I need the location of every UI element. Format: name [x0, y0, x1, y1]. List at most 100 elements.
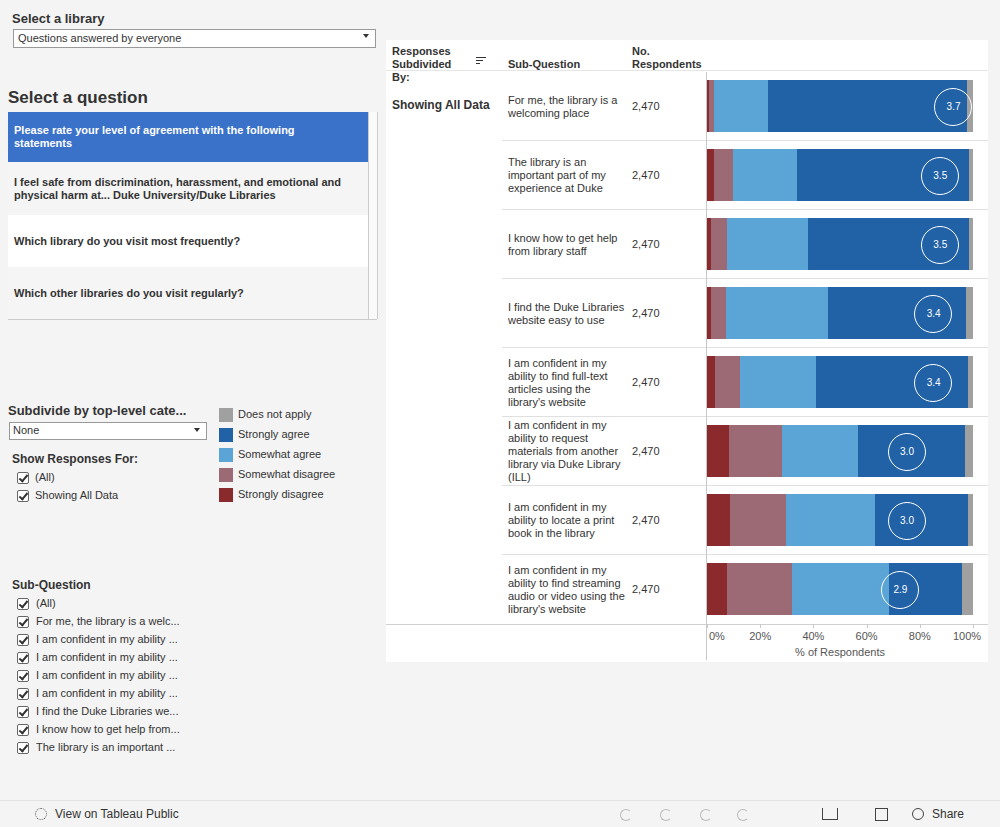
question-item[interactable]: Please rate your level of agreement with…: [8, 112, 368, 162]
checkbox[interactable]: [17, 616, 29, 628]
filter-item: The library is an important ...: [36, 741, 175, 753]
legend-swatch: [219, 488, 233, 502]
legend-label: Somewhat disagree: [238, 468, 335, 480]
question-text: Which other libraries do you visit regul…: [14, 267, 354, 319]
bar-segment: [782, 425, 857, 477]
checkbox[interactable]: [17, 490, 29, 502]
library-dropdown-text: Questions answered by everyone: [18, 32, 181, 44]
filter-item: Showing All Data: [35, 489, 118, 501]
tick-label: 100%: [953, 630, 981, 642]
subquestion-filter-label: Sub-Question: [12, 578, 91, 592]
checkbox[interactable]: [17, 598, 29, 610]
subdivide-dropdown[interactable]: None: [9, 422, 207, 440]
share-icon: [912, 808, 924, 820]
legend-swatch: [219, 428, 233, 442]
bar-segment: [969, 149, 973, 201]
bar-segment: [967, 80, 973, 132]
question-list: Please rate your level of agreement with…: [8, 112, 377, 320]
row-divider: [502, 554, 988, 555]
bar-segment: [707, 494, 730, 546]
row-group-label: Showing All Data: [392, 98, 490, 112]
checkbox[interactable]: [17, 472, 29, 484]
sort-line: [476, 63, 480, 64]
category-label: I am confident in my ability to find ful…: [508, 348, 626, 417]
toolbar-icon: [620, 809, 632, 821]
tick-mark: [707, 624, 708, 628]
category-label: I am confident in my ability to locate a…: [508, 486, 626, 555]
average-label: 3.7: [934, 101, 973, 112]
respondents-label: 2,470: [632, 445, 660, 457]
footer-share[interactable]: Share: [932, 807, 964, 821]
row-divider: [502, 278, 988, 279]
category-label: For me, the library is a welcoming place: [508, 72, 626, 141]
axis-divider: [386, 624, 988, 625]
bar-segment: [875, 494, 968, 546]
checkbox[interactable]: [17, 652, 29, 664]
legend-label: Strongly disagree: [238, 488, 324, 500]
tick-mark: [813, 624, 814, 628]
bar-segment: [707, 425, 729, 477]
bar-segment: [715, 356, 740, 408]
bar-segment: [707, 149, 714, 201]
checkbox[interactable]: [17, 706, 29, 718]
legend-label: Strongly agree: [238, 428, 310, 440]
row-divider: [502, 140, 988, 141]
category-label: I am confident in my ability to request …: [508, 417, 626, 486]
tick-mark: [760, 624, 761, 628]
row-divider: [502, 209, 988, 210]
sort-line: [476, 60, 483, 61]
fullscreen-icon: [875, 808, 888, 821]
tick-mark: [920, 624, 921, 628]
filter-item: (All): [36, 597, 56, 609]
category-label: I know how to get help from library staf…: [508, 210, 626, 279]
average-label: 2.9: [881, 584, 920, 595]
average-label: 3.5: [921, 239, 960, 250]
question-text: Please rate your level of agreement with…: [14, 112, 354, 162]
filter-item: I am confident in my ability ...: [36, 669, 178, 681]
bar-segment: [733, 149, 797, 201]
bar-segment: [707, 356, 715, 408]
checkbox[interactable]: [17, 724, 29, 736]
question-item[interactable]: Which library do you visit most frequent…: [8, 215, 368, 267]
average-label: 3.0: [888, 515, 927, 526]
checkbox[interactable]: [17, 634, 29, 646]
filter-item: I am confident in my ability ...: [36, 687, 178, 699]
bar-segment: [968, 356, 973, 408]
row-divider: [502, 347, 988, 348]
legend-swatch: [219, 468, 233, 482]
question-item[interactable]: I feel safe from discrimination, harassm…: [8, 162, 368, 215]
select-question-label: Select a question: [8, 88, 148, 108]
footer-link[interactable]: View on Tableau Public: [55, 807, 179, 821]
bar-segment: [714, 149, 733, 201]
tick-mark: [867, 624, 868, 628]
footer: View on Tableau Public Share: [0, 800, 1000, 827]
bar-segment: [730, 494, 786, 546]
scrollbar: [368, 112, 378, 319]
tick-label: 40%: [793, 630, 833, 642]
bar-segment: [969, 218, 973, 270]
select-library-label: Select a library: [12, 11, 105, 26]
legend-swatch: [219, 448, 233, 462]
column-header: Responses Subdivided By:: [392, 45, 472, 84]
question-text: Which library do you visit most frequent…: [14, 215, 354, 267]
bar-segment: [711, 287, 726, 339]
filter-item: I am confident in my ability ...: [36, 633, 178, 645]
bar-segment: [968, 494, 973, 546]
subdivide-label: Subdivide by top-level cate...: [8, 403, 186, 418]
category-label: I am confident in my ability to find str…: [508, 555, 626, 624]
tick-label: 0%: [709, 630, 725, 642]
checkbox[interactable]: [17, 670, 29, 682]
question-item[interactable]: Which other libraries do you visit regul…: [8, 267, 368, 319]
column-header: No. Respondents: [632, 45, 712, 71]
library-dropdown[interactable]: Questions answered by everyone: [13, 29, 376, 48]
average-label: 3.4: [914, 377, 953, 388]
respondents-label: 2,470: [632, 100, 660, 112]
respondents-label: 2,470: [632, 583, 660, 595]
bar-segment: [768, 80, 968, 132]
show-responses-label: Show Responses For:: [12, 452, 138, 466]
checkbox[interactable]: [17, 742, 29, 754]
checkbox[interactable]: [17, 688, 29, 700]
bar-segment: [966, 287, 973, 339]
bar-segment: [726, 287, 828, 339]
category-label: I find the Duke Libraries website easy t…: [508, 279, 626, 348]
